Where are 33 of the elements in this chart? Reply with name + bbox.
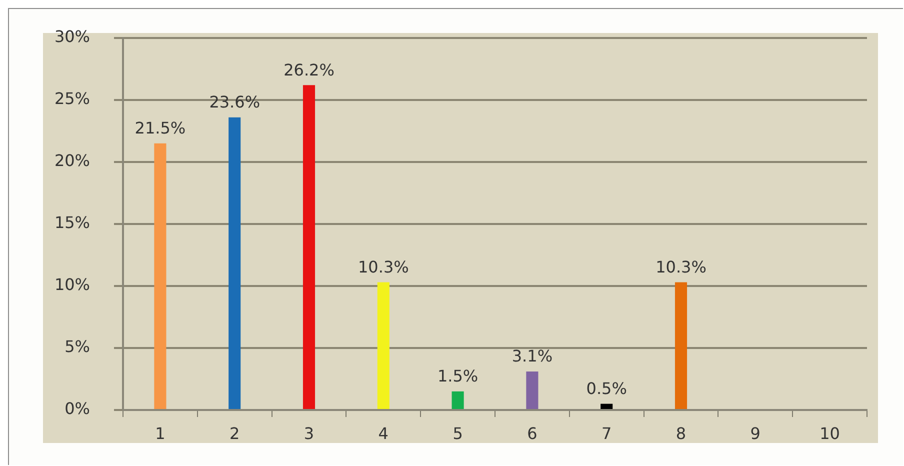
data-label: 26.2% <box>284 60 334 80</box>
x-tick-label: 7 <box>602 424 612 443</box>
bar <box>600 404 613 409</box>
bar <box>154 143 166 409</box>
x-tick-label: 6 <box>527 424 538 443</box>
x-tick-label: 10 <box>820 424 840 443</box>
y-tick-label: 5% <box>64 337 90 356</box>
y-tick-label: 25% <box>54 89 90 108</box>
bar <box>302 85 316 409</box>
bar <box>526 372 538 409</box>
data-label: 23.6% <box>209 92 260 112</box>
x-tick-label: 1 <box>155 424 166 443</box>
data-label: 3.1% <box>512 346 553 366</box>
bar <box>377 282 390 409</box>
y-tick-label: 15% <box>54 213 90 232</box>
bar <box>452 391 464 409</box>
y-tick-label: 20% <box>54 151 90 170</box>
x-tick-label: 5 <box>452 424 463 443</box>
y-tick-label: 30% <box>54 27 90 46</box>
y-tick-label: 10% <box>54 275 90 294</box>
x-tick-label: 4 <box>378 424 388 443</box>
data-label: 1.5% <box>437 366 478 386</box>
x-tick-label: 2 <box>230 424 240 443</box>
bar <box>674 282 688 409</box>
data-label: 21.5% <box>134 118 186 138</box>
data-label: 10.3% <box>656 257 706 276</box>
bar <box>228 117 241 409</box>
data-label: 0.5% <box>586 378 627 398</box>
y-tick-label: 0% <box>64 399 90 418</box>
x-tick-label: 3 <box>304 424 314 443</box>
data-label: 10.3% <box>358 257 409 276</box>
x-tick-label: 8 <box>676 424 686 443</box>
x-tick-label: 9 <box>750 424 760 443</box>
